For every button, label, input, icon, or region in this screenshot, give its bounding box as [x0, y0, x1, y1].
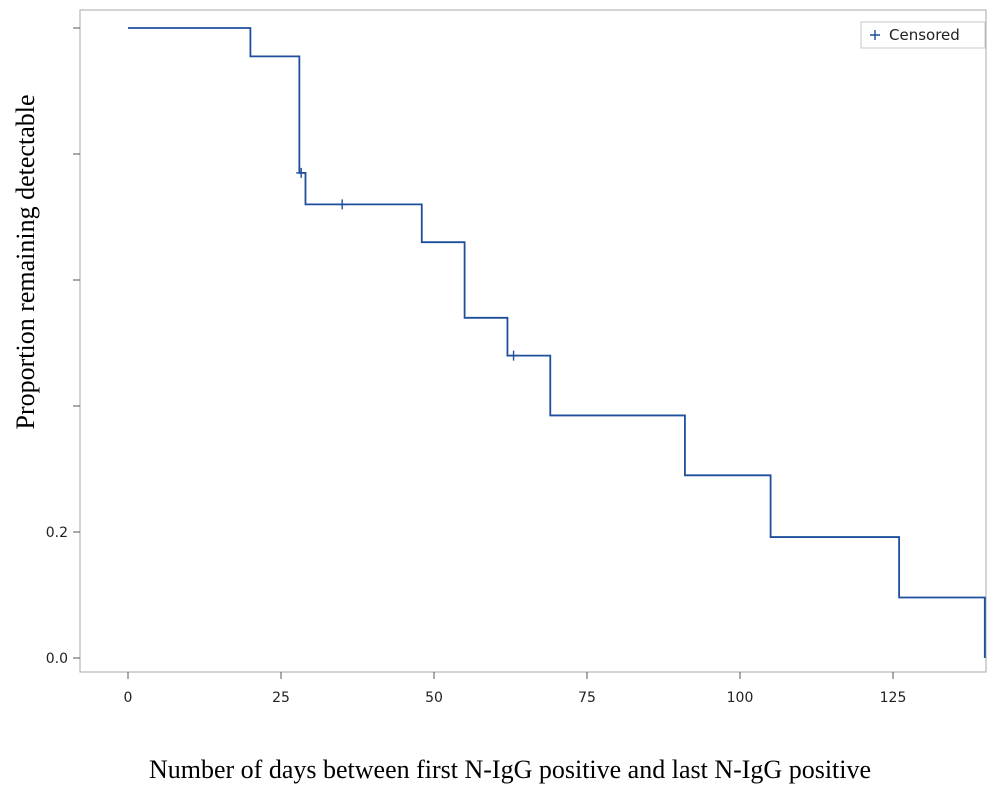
legend: Censored — [860, 21, 986, 49]
plot-frame — [79, 9, 987, 673]
x-tick-label: 125 — [880, 690, 907, 706]
y-tick-label: 0.0 — [46, 651, 68, 667]
censored-marker — [508, 350, 519, 361]
x-tick-label: 100 — [727, 690, 754, 706]
x-tick-label: 0 — [124, 690, 133, 706]
legend-censored-label: Censored — [889, 26, 960, 44]
x-tick-label: 50 — [425, 690, 443, 706]
plot-frame-layer — [79, 9, 987, 673]
survival-step-line — [128, 27, 986, 658]
y-axis-title: Proportion remaining detectable — [11, 94, 40, 429]
legend-censored-symbol — [870, 30, 880, 40]
x-tick-label: 25 — [272, 690, 290, 706]
y-tick-label: 0.2 — [46, 525, 68, 541]
series-layer — [128, 27, 986, 658]
tick-layer: 0 25 50 75 100 125 0.0 0.2 — [46, 27, 907, 706]
censored-marker — [337, 199, 348, 210]
x-tick-label: 75 — [578, 690, 596, 706]
x-axis-title: Number of days between first N-IgG posit… — [149, 755, 871, 784]
legend-box — [860, 21, 986, 49]
censored-marker — [296, 167, 307, 178]
